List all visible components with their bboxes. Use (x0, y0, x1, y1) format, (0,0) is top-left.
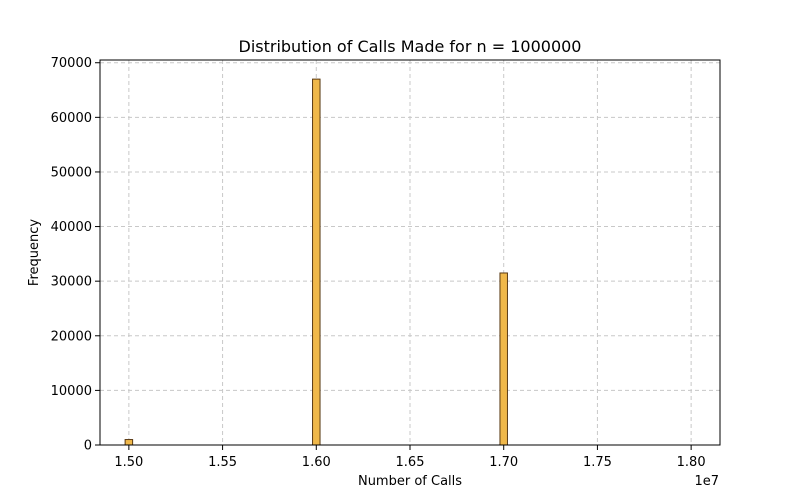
x-tick-label-0: 1.50 (114, 455, 143, 470)
x-tick-label-4: 1.70 (489, 455, 518, 470)
y-tick-label-7: 70000 (51, 56, 92, 71)
histogram-bar-0 (124, 439, 134, 446)
x-tick-label-5: 1.75 (583, 455, 612, 470)
y-tick-label-6: 60000 (51, 111, 92, 126)
x-tick-label-2: 1.60 (302, 455, 331, 470)
x-axis-offset-label: 1e7 (694, 474, 719, 489)
y-tick-label-1: 10000 (51, 384, 92, 399)
tick-layer: 1.50 1.55 1.60 1.65 1.70 1.75 1.80 0 10000 20000 3… (51, 56, 706, 470)
histogram-bar-1 (312, 78, 321, 446)
y-axis-label: Frequency (27, 219, 42, 286)
y-tick-label-3: 30000 (51, 275, 92, 290)
grid-layer (100, 60, 720, 446)
x-tick-label-1: 1.55 (208, 455, 237, 470)
x-axis-label: Number of Calls (358, 474, 462, 489)
chart-title: Distribution of Calls Made for n = 10000… (239, 37, 582, 56)
x-tick-label-6: 1.80 (677, 455, 706, 470)
y-tick-label-2: 20000 (51, 329, 92, 344)
histogram-bar-2 (499, 272, 508, 446)
y-tick-label-0: 0 (84, 439, 92, 454)
x-tick-label-3: 1.65 (396, 455, 425, 470)
y-tick-label-5: 50000 (51, 165, 92, 180)
y-tick-label-4: 40000 (51, 220, 92, 235)
